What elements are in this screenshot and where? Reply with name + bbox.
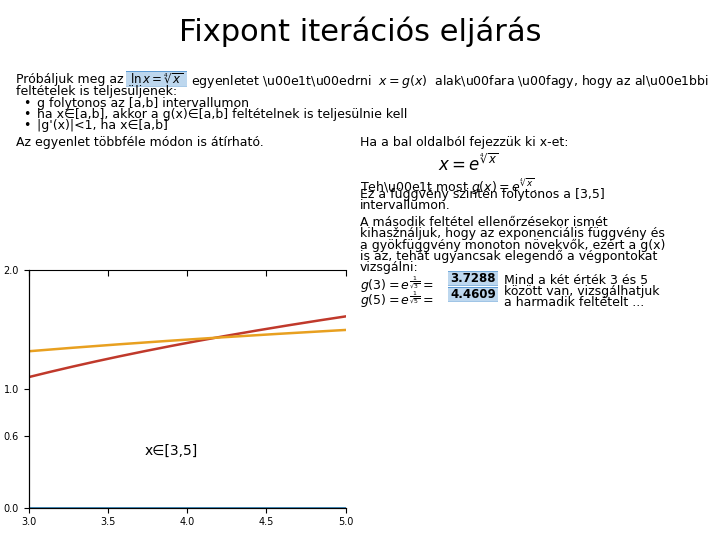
FancyBboxPatch shape	[446, 287, 500, 302]
Text: |g'(x)|<1, ha x∈[a,b]: |g'(x)|<1, ha x∈[a,b]	[37, 119, 168, 132]
Text: a gyökfüggvény monoton növekvők, ezért a g(x): a gyökfüggvény monoton növekvők, ezért a…	[360, 239, 665, 252]
Text: Fixpont iterációs eljárás: Fixpont iterációs eljárás	[179, 16, 541, 46]
Text: feltételek is teljesüljenek:: feltételek is teljesüljenek:	[16, 85, 177, 98]
Text: $\ln x = \sqrt[4]{x}$: $\ln x = \sqrt[4]{x}$	[130, 72, 184, 86]
Text: x∈[3,5]: x∈[3,5]	[145, 443, 198, 457]
Text: $x = e^{\sqrt[4]{x}}$: $x = e^{\sqrt[4]{x}}$	[438, 154, 498, 176]
Text: Mind a két érték 3 és 5: Mind a két érték 3 és 5	[504, 274, 648, 287]
Text: is az, tehát ugyancsak elegendő a végpontokat: is az, tehát ugyancsak elegendő a végpon…	[360, 250, 657, 263]
Text: A második feltétel ellenőrzésekor ismét: A második feltétel ellenőrzésekor ismét	[360, 216, 608, 229]
Text: Teh\u00e1t most $g(x) = e^{\sqrt[4]{x}}$.: Teh\u00e1t most $g(x) = e^{\sqrt[4]{x}}$…	[360, 177, 538, 197]
Text: Ha a bal oldalból fejezzük ki x-et:: Ha a bal oldalból fejezzük ki x-et:	[360, 136, 569, 149]
Text: g folytonos az [a,b] intervallumon: g folytonos az [a,b] intervallumon	[37, 97, 249, 110]
Text: a harmadik feltételt ...: a harmadik feltételt ...	[504, 296, 644, 309]
Text: 3.7288: 3.7288	[450, 272, 496, 285]
Text: $g(3) = e^{\frac{1}{\sqrt{3}}} =$: $g(3) = e^{\frac{1}{\sqrt{3}}} =$	[360, 274, 433, 294]
Text: Ez a függvény szintén folytonos a [3,5]: Ez a függvény szintén folytonos a [3,5]	[360, 188, 605, 201]
Text: kihasžnáljuk, hogy az exponenciális függvény és: kihasžnáljuk, hogy az exponenciális függ…	[360, 227, 665, 240]
Text: egyenletet \u00e1t\u00edrni  $x = g(x)$  alak\u00fara \u00fagy, hogy az al\u00e1: egyenletet \u00e1t\u00edrni $x = g(x)$ a…	[191, 73, 709, 90]
Text: •: •	[23, 97, 30, 110]
Text: intervallumon.: intervallumon.	[360, 199, 451, 212]
Text: ha x∈[a,b], akkor a g(x)∈[a,b] feltételnek is teljesülnie kell: ha x∈[a,b], akkor a g(x)∈[a,b] feltételn…	[37, 108, 408, 121]
Text: Próbáljuk meg az: Próbáljuk meg az	[16, 73, 123, 86]
Text: •: •	[23, 108, 30, 121]
Text: között van, vizsgálhatjuk: között van, vizsgálhatjuk	[504, 285, 660, 298]
Text: $g(5) = e^{\frac{1}{\sqrt{5}}} =$: $g(5) = e^{\frac{1}{\sqrt{5}}} =$	[360, 289, 433, 309]
FancyBboxPatch shape	[446, 271, 500, 286]
Text: •: •	[23, 119, 30, 132]
Text: 4.4609: 4.4609	[450, 288, 496, 301]
FancyBboxPatch shape	[124, 71, 189, 87]
Text: Az egyenlet többféle módon is átírható.: Az egyenlet többféle módon is átírható.	[16, 136, 264, 149]
Text: vizsgálni:: vizsgálni:	[360, 261, 419, 274]
